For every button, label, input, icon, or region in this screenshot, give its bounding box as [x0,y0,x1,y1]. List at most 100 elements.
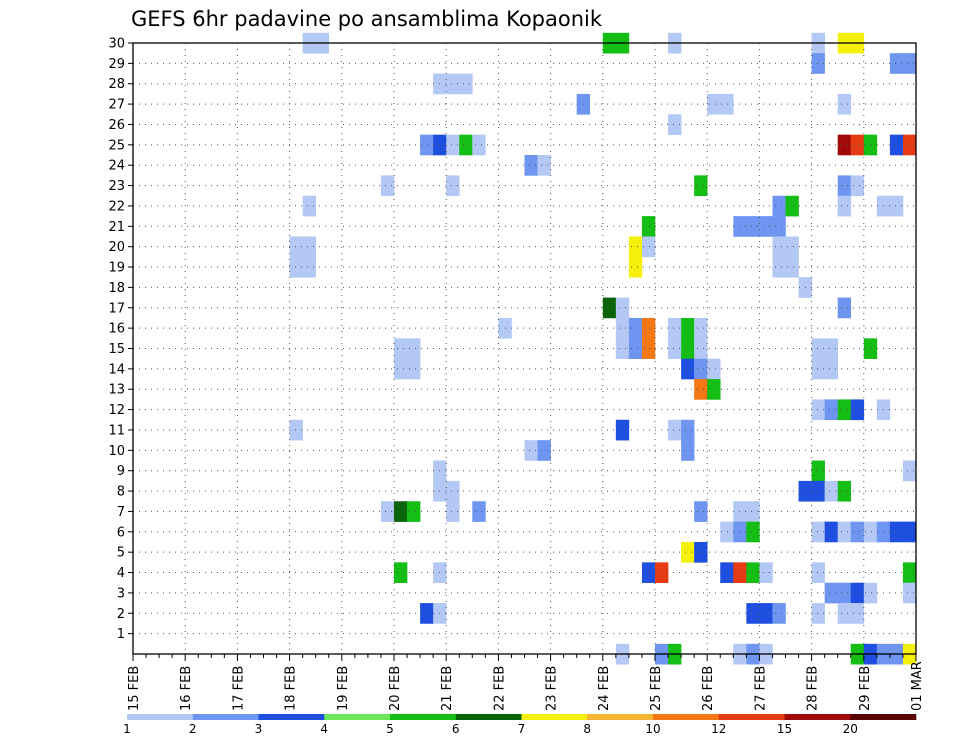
heatmap-cell [615,419,630,441]
y-tick-label: 26 [108,118,125,133]
heatmap-cell [694,379,708,400]
heatmap-cell [681,419,695,441]
y-tick-label: 25 [108,138,125,153]
color-legend-label: 1 [123,722,131,736]
grid-layer [133,42,916,654]
cells-layer [289,32,917,665]
color-legend: 1 2 3 4 5 6 7 8 10 12 15 20 [123,714,917,736]
heatmap-cell [446,175,460,197]
heatmap-cell [524,155,538,176]
y-tick-label: 11 [108,423,125,438]
y-tick-label: 10 [108,444,125,459]
heatmap-cell [811,399,825,421]
heatmap-cell [837,195,852,217]
heatmap-cell [824,480,838,502]
y-tick-label: 17 [108,301,125,316]
heatmap-cell [602,297,617,319]
x-tick-label: 23 FEB [545,666,560,711]
heatmap-cell [772,236,786,258]
heatmap-cell [694,501,708,522]
heatmap-cell [772,256,786,278]
heatmap-cell [302,256,316,278]
heatmap-cell [420,134,434,156]
heatmap-cell [863,582,878,604]
heatmap-cell [641,317,656,339]
color-legend-label: 7 [518,722,526,736]
heatmap-cell [824,399,838,421]
heatmap-cell [811,358,825,380]
heatmap-cell [615,338,630,359]
heatmap-cell [837,399,852,421]
color-legend-swatch [718,714,785,720]
heatmap-cell [628,256,643,278]
heatmap-cell [902,134,917,156]
heatmap-cell [902,582,917,604]
heatmap-cell [668,419,682,441]
heatmap-cell [811,53,825,74]
y-tick-label: 5 [117,546,125,561]
heatmap-cell [824,582,838,604]
heatmap-cell [746,501,760,522]
color-legend-label: 15 [777,722,792,736]
color-legend-swatch [192,714,259,720]
heatmap-cell [889,134,904,156]
color-legend-label: 5 [386,722,394,736]
y-tick-label: 20 [108,240,125,255]
x-tick-label: 19 FEB [336,666,351,711]
y-tick-label: 16 [108,322,125,337]
heatmap-cell [289,419,303,441]
heatmap-cell [746,216,760,237]
heatmap-cell [811,603,825,624]
heatmap-cell [681,338,695,359]
heatmap-cell [407,501,421,522]
x-tick-label: 16 FEB [179,666,194,711]
y-tick-label: 7 [117,505,125,520]
x-tick-label: 27 FEB [753,666,768,711]
heatmap-cell [889,195,904,217]
heatmap-cell [394,338,408,359]
heatmap-cell [615,297,630,319]
heatmap-cell [837,603,852,624]
x-tick-label: 25 FEB [649,666,664,711]
y-tick-label: 19 [108,261,125,276]
heatmap-cell [380,501,395,522]
x-tick-label: 28 FEB [806,666,821,711]
heatmap-cell [694,338,708,359]
x-tick-label: 17 FEB [231,666,246,711]
heatmap-cell [837,582,852,604]
color-legend-label: 20 [843,722,858,736]
heatmap-cell [811,562,825,584]
color-legend-label: 6 [452,722,460,736]
heatmap-cell [811,338,825,359]
y-tick-label: 9 [117,464,125,479]
heatmap-cell [902,460,917,482]
heatmap-cell [394,358,408,380]
heatmap-cell [902,562,917,584]
heatmap-cell [694,317,708,339]
y-axis: 1234567891011121314151617181920212223242… [108,37,133,642]
heatmap-cell [628,338,643,359]
heatmap-cell [746,562,760,584]
heatmap-cell [863,338,878,359]
heatmap-cell [850,603,865,624]
heatmap-cell [641,236,656,258]
heatmap-cell [863,134,878,156]
heatmap-cell [681,317,695,339]
y-tick-label: 2 [117,607,125,622]
heatmap-cell [694,541,708,563]
heatmap-cell [746,521,760,543]
y-tick-label: 22 [108,199,125,214]
y-tick-label: 23 [108,179,125,194]
color-legend-swatch [653,714,720,720]
y-tick-label: 12 [108,403,125,418]
heatmap-cell [824,358,838,380]
heatmap-cell [681,440,695,461]
color-legend-label: 10 [645,722,660,736]
heatmap-cell [772,195,786,217]
heatmap-cell [850,134,865,156]
y-tick-label: 1 [117,627,125,642]
heatmap-cell [289,236,303,258]
color-legend-swatch [258,714,325,720]
y-tick-label: 24 [108,159,125,174]
color-legend-swatch [455,714,522,720]
